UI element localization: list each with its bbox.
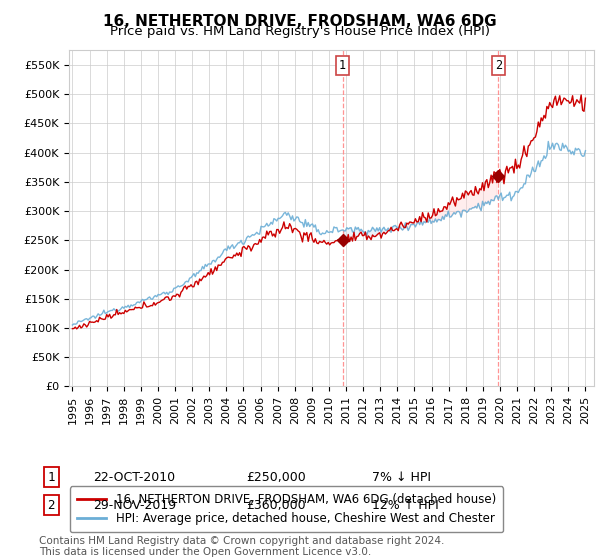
Text: £250,000: £250,000 xyxy=(246,470,306,484)
Text: 2: 2 xyxy=(47,498,55,512)
Text: Price paid vs. HM Land Registry's House Price Index (HPI): Price paid vs. HM Land Registry's House … xyxy=(110,25,490,38)
Text: £360,000: £360,000 xyxy=(246,498,305,512)
Text: 12% ↑ HPI: 12% ↑ HPI xyxy=(372,498,439,512)
Text: 7% ↓ HPI: 7% ↓ HPI xyxy=(372,470,431,484)
Text: 16, NETHERTON DRIVE, FRODSHAM, WA6 6DG: 16, NETHERTON DRIVE, FRODSHAM, WA6 6DG xyxy=(103,14,497,29)
Legend: 16, NETHERTON DRIVE, FRODSHAM, WA6 6DG (detached house), HPI: Average price, det: 16, NETHERTON DRIVE, FRODSHAM, WA6 6DG (… xyxy=(70,487,503,533)
Text: 1: 1 xyxy=(47,470,55,484)
Text: 29-NOV-2019: 29-NOV-2019 xyxy=(93,498,176,512)
Text: 1: 1 xyxy=(339,59,346,72)
Text: Contains HM Land Registry data © Crown copyright and database right 2024.
This d: Contains HM Land Registry data © Crown c… xyxy=(39,535,445,557)
Text: 2: 2 xyxy=(494,59,502,72)
Text: 22-OCT-2010: 22-OCT-2010 xyxy=(93,470,175,484)
